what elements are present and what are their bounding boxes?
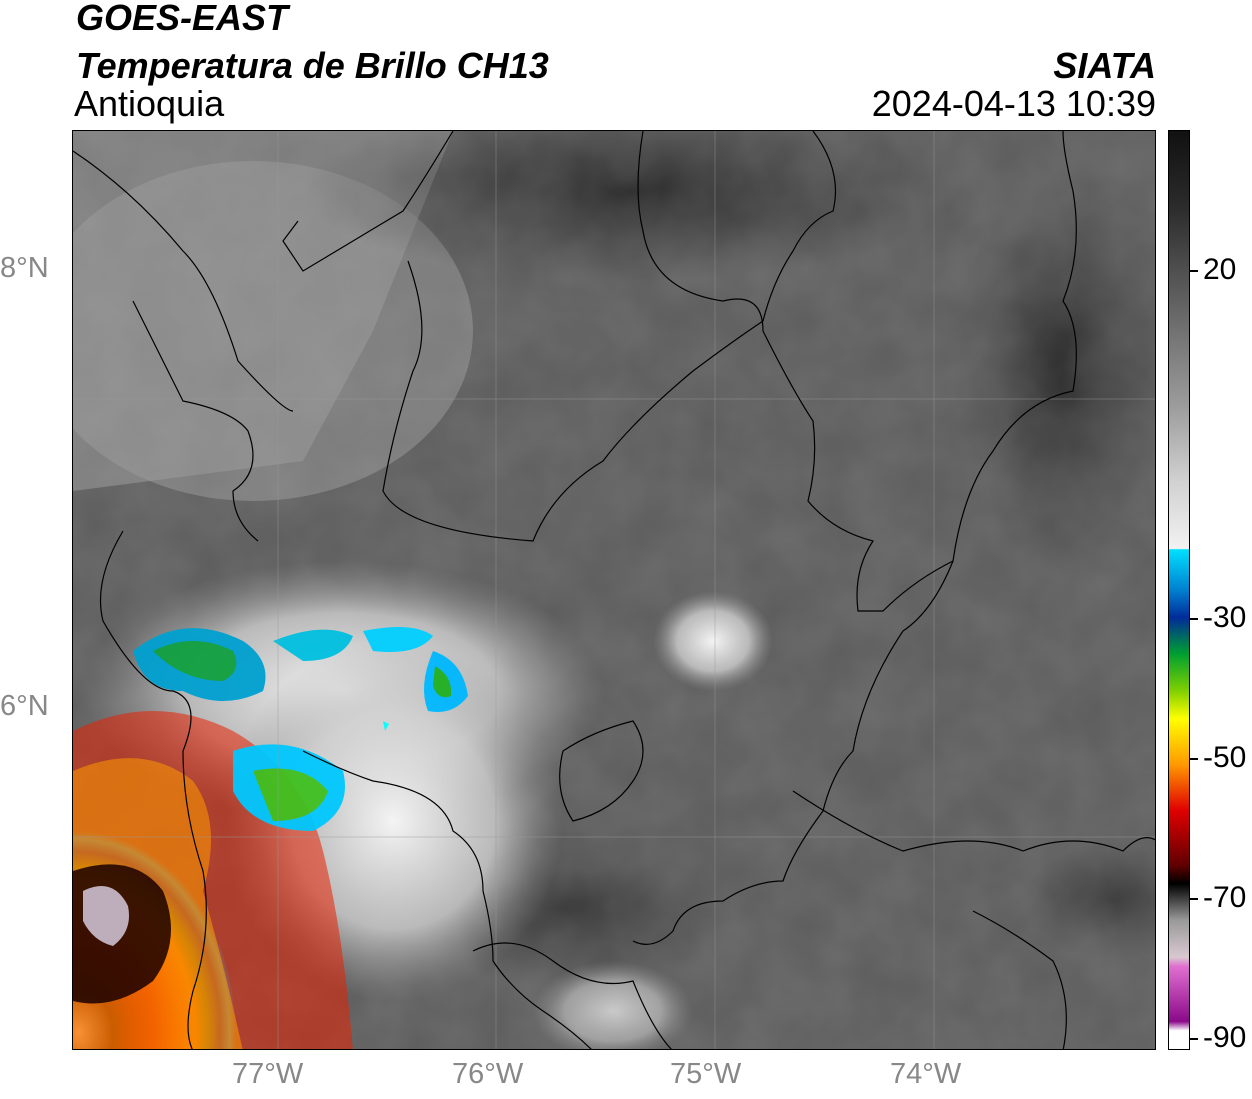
colorbar-tick [1190, 270, 1198, 272]
timestamp-label: 2024-04-13 10:39 [871, 83, 1156, 124]
colorbar-label-minus30: -30 [1203, 601, 1247, 634]
colorbar-label-minus50: -50 [1203, 741, 1247, 774]
boundaries [73, 131, 1155, 1049]
agency-label: SIATA [1053, 45, 1156, 86]
department-border-east [637, 131, 1077, 612]
lat-label-8N: 8°N [0, 252, 49, 284]
lon-label-77W: 77°W [232, 1058, 304, 1090]
region-label: Antioquia [74, 83, 225, 124]
lat-label-6N: 6°N [0, 690, 49, 722]
department-border-southwest [302, 750, 592, 1049]
map-canvas [73, 131, 1155, 1049]
department-border-southeast [632, 560, 954, 945]
colorbar-label-20: 20 [1203, 253, 1237, 286]
colorbar-tick [1190, 1038, 1198, 1040]
satellite-title: GOES-EAST [76, 0, 289, 38]
product-title: Temperatura de Brillo CH13 [76, 45, 549, 86]
lon-label-75W: 75°W [670, 1058, 742, 1090]
colorbar-tick [1190, 898, 1198, 900]
convective-cells [133, 627, 468, 831]
coastline-north [282, 131, 454, 272]
department-border-north [382, 131, 837, 542]
coldest-cloud-top [83, 886, 129, 946]
colorbar-tick [1190, 618, 1198, 620]
colorbar-tick [1190, 758, 1198, 760]
white-cloud-patch [653, 591, 773, 691]
satellite-map[interactable] [72, 130, 1156, 1050]
colorbar-label-minus70: -70 [1203, 881, 1247, 914]
graticule [73, 131, 1155, 1049]
colorbar [1168, 130, 1190, 1050]
lon-label-74W: 74°W [890, 1058, 962, 1090]
coastline-pacific [100, 530, 207, 1049]
colorbar-label-minus90: -90 [1203, 1021, 1247, 1054]
municipality-outline [559, 720, 644, 822]
lon-label-76W: 76°W [452, 1058, 524, 1090]
